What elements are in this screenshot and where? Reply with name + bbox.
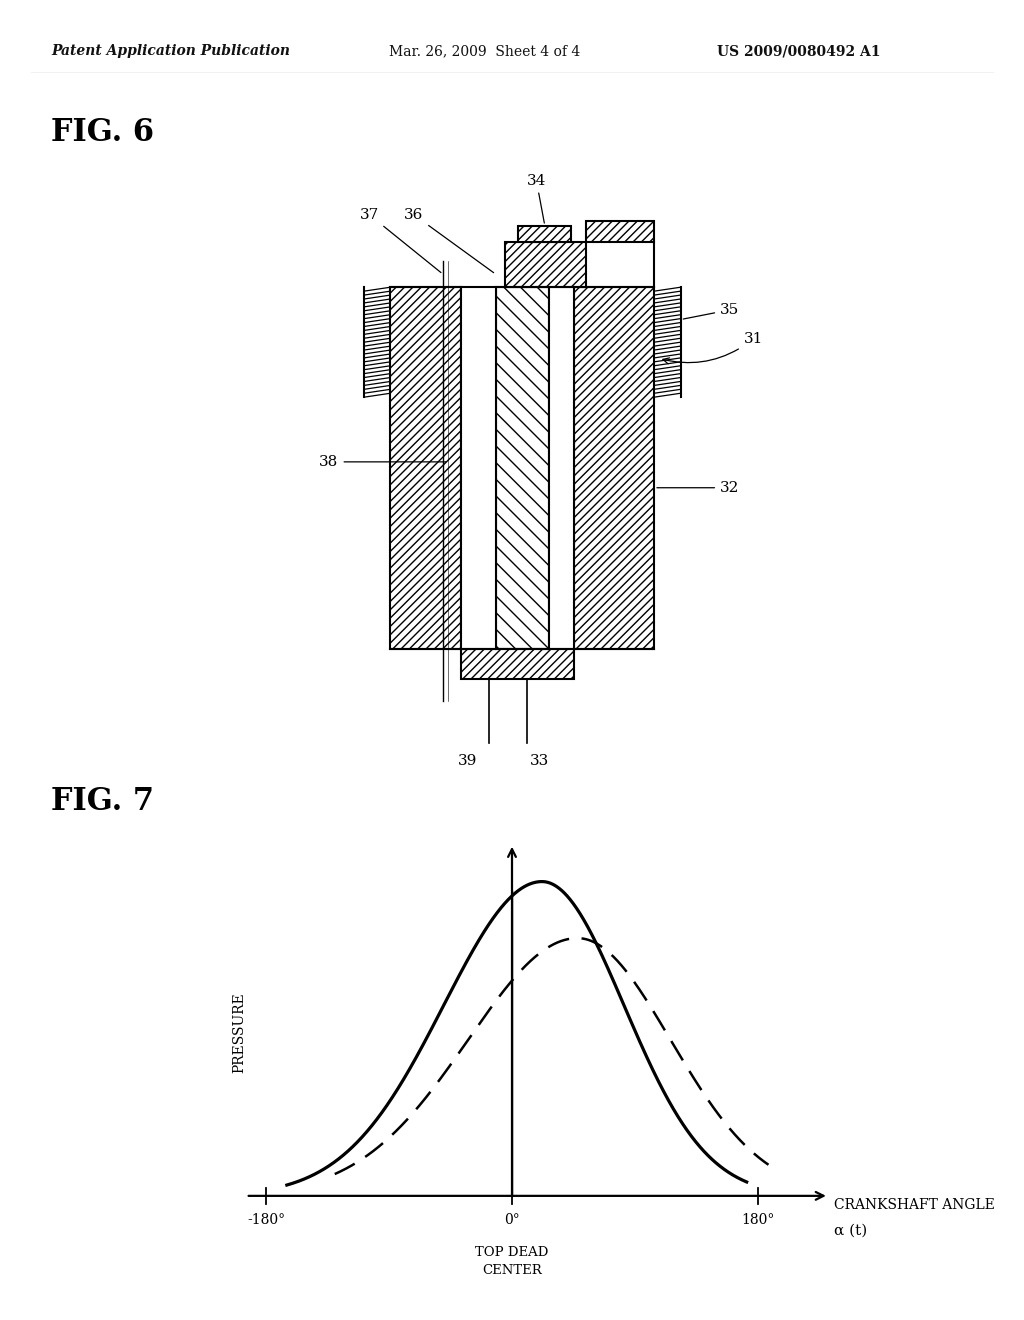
Polygon shape [390, 288, 461, 649]
Polygon shape [587, 222, 654, 242]
Text: Patent Application Publication: Patent Application Publication [51, 45, 290, 58]
Text: FIG. 7: FIG. 7 [51, 787, 155, 817]
Text: US 2009/0080492 A1: US 2009/0080492 A1 [717, 45, 881, 58]
Polygon shape [517, 226, 571, 242]
Text: 31: 31 [663, 331, 763, 364]
Text: FIG. 6: FIG. 6 [51, 117, 155, 148]
Text: 37: 37 [359, 207, 441, 272]
Polygon shape [461, 288, 496, 649]
Polygon shape [549, 288, 574, 649]
Text: 35: 35 [683, 302, 739, 319]
Text: 180°: 180° [741, 1213, 774, 1228]
Text: α (t): α (t) [835, 1224, 867, 1237]
Text: PRESSURE: PRESSURE [231, 993, 246, 1073]
Text: 34: 34 [526, 173, 546, 223]
Polygon shape [461, 649, 574, 678]
Text: 33: 33 [529, 754, 549, 768]
Text: 36: 36 [404, 207, 494, 273]
Text: CRANKSHAFT ANGLE: CRANKSHAFT ANGLE [835, 1199, 995, 1212]
Text: 0°: 0° [504, 1213, 520, 1228]
Text: -180°: -180° [247, 1213, 286, 1228]
Text: TOP DEAD
CENTER: TOP DEAD CENTER [475, 1246, 549, 1278]
Polygon shape [574, 288, 654, 649]
Polygon shape [496, 288, 549, 649]
Text: 32: 32 [657, 480, 739, 495]
Text: 38: 38 [319, 455, 446, 469]
Text: Mar. 26, 2009  Sheet 4 of 4: Mar. 26, 2009 Sheet 4 of 4 [389, 45, 581, 58]
Text: 39: 39 [458, 754, 477, 768]
Polygon shape [505, 242, 587, 288]
